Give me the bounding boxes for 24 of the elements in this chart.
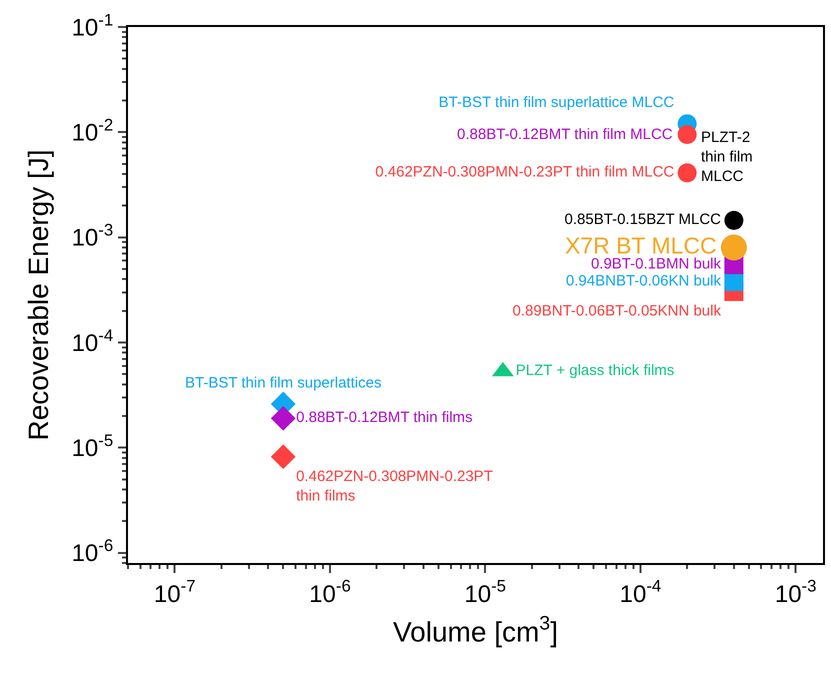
x-tick-label: 10$^{-4}$ <box>620 576 662 608</box>
series-label: BT-BST thin film superlattice MLCC <box>438 94 674 112</box>
x-tick-label: 10$^{-5}$ <box>464 576 506 608</box>
y-tick-label: 10$^{-4}$ <box>72 326 114 357</box>
x-tick-label: 10$^{-7}$ <box>154 576 196 608</box>
series-label: 0.88BT-0.12BMT thin films <box>296 409 473 426</box>
series-label: 0.462PZN-0.308PMN-0.23PT thin film MLCC <box>375 164 674 181</box>
x-tick-label: 10$^{-6}$ <box>309 576 351 608</box>
series-label: 0.85BT-0.15BZT MLCC <box>564 211 722 228</box>
annotation: PLZT-2 thin film MLCC <box>701 129 753 185</box>
y-axis-title: Recoverable Energy [J] <box>22 149 54 441</box>
series-label: 0.94BNBT-0.06KN bulk <box>566 272 722 290</box>
series-label: 0.462PZN-0.308PMN-0.23PT thin films <box>296 468 493 504</box>
series-label: PLZT + glass thick films <box>516 362 674 380</box>
x-axis-title: Volume [cm$^{3}$] <box>393 612 558 648</box>
y-tick-label: 10$^{-3}$ <box>72 220 114 252</box>
series-label: BT-BST thin film superlattices <box>184 374 382 392</box>
series-label: 0.89BNT-0.06BT-0.05KNN bulk <box>512 302 722 320</box>
y-tick-label: 10$^{-2}$ <box>72 115 114 147</box>
y-tick-label: 10$^{-5}$ <box>72 430 114 462</box>
annotation: 0.88BT-0.12BMT thin film MLCC <box>457 126 673 143</box>
y-tick-label: 10$^{-1}$ <box>72 10 114 42</box>
x-tick-label: 10$^{-3}$ <box>774 576 816 608</box>
y-tick-label: 10$^{-6}$ <box>72 536 114 568</box>
